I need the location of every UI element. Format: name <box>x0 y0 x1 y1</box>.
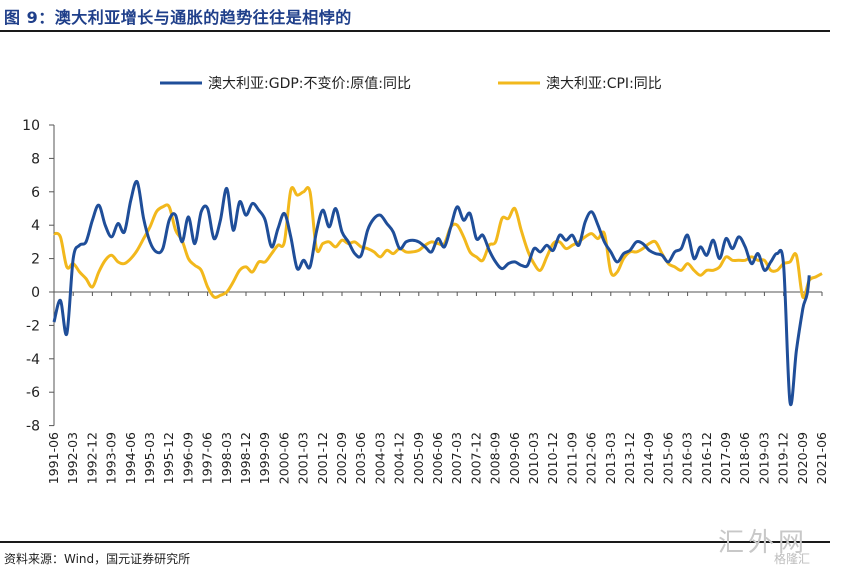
x-tick-label: 1999-09 <box>257 432 272 484</box>
x-tick-label: 2021-06 <box>814 432 829 484</box>
cpi-series-line <box>53 185 823 300</box>
y-tick-label: 6 <box>31 185 40 201</box>
y-tick-label: -2 <box>26 318 40 334</box>
chart-legend: 澳大利亚:GDP:不变价:原值:同比 澳大利亚:CPI:同比 <box>160 76 662 92</box>
figure-title: 图 9：澳大利亚增长与通胀的趋势往往是相悖的 <box>4 8 352 27</box>
x-tick-label: 2007-03 <box>449 432 464 484</box>
x-tick-label: 1991-06 <box>46 432 61 484</box>
y-tick-label: -8 <box>26 419 40 435</box>
x-tick-label: 2004-12 <box>392 432 407 484</box>
x-tick-label: 2008-09 <box>488 432 503 484</box>
y-tick-label: -4 <box>26 352 40 368</box>
y-tick-label: 0 <box>31 285 40 301</box>
x-tick-label: 2011-09 <box>564 432 579 484</box>
watermark-logo: 汇外网 <box>718 528 809 558</box>
y-axis: 10 8 6 4 2 0 -2 -4 -6 -8 <box>22 118 55 435</box>
x-tick-label: 1993-09 <box>104 432 119 484</box>
bottom-rule <box>0 541 830 543</box>
x-tick-label: 2006-06 <box>430 432 445 484</box>
x-tick-label: 2005-09 <box>411 432 426 484</box>
legend-gdp-label: 澳大利亚:GDP:不变价:原值:同比 <box>208 76 411 92</box>
x-tick-label: 2002-09 <box>334 432 349 484</box>
x-tick-label: 1995-12 <box>161 432 176 484</box>
x-tick-label: 2013-03 <box>603 432 618 484</box>
title-rule <box>0 30 830 32</box>
x-tick-label: 2010-03 <box>526 432 541 484</box>
gdp-series-line <box>52 179 811 407</box>
x-tick-label: 1992-03 <box>65 432 80 484</box>
x-tick-label: 2016-12 <box>699 432 714 484</box>
x-tick-label: 2001-12 <box>315 432 330 484</box>
legend-cpi-label: 澳大利亚:CPI:同比 <box>546 76 662 92</box>
x-tick-label: 2018-06 <box>737 432 752 484</box>
x-tick-label: 2009-06 <box>507 432 522 484</box>
y-tick-label: -6 <box>26 385 40 401</box>
x-tick-label: 2003-06 <box>353 432 368 484</box>
x-axis: 1991-06 1992-03 1992-12 1993-09 1994-06 1995-… <box>46 291 829 484</box>
series-lines <box>52 179 823 407</box>
watermark-sub: 格隆汇 <box>774 552 811 566</box>
x-tick-label: 2020-09 <box>795 432 810 484</box>
x-tick-label: 2014-09 <box>641 432 656 484</box>
x-tick-label: 1997-06 <box>200 432 215 484</box>
x-tick-label: 1995-03 <box>142 432 157 484</box>
x-tick-label: 2001-03 <box>296 432 311 484</box>
x-tick-label: 1996-09 <box>180 432 195 484</box>
x-tick-label: 2007-12 <box>468 432 483 484</box>
y-tick-label: 8 <box>31 151 40 167</box>
x-tick-label: 2010-12 <box>545 432 560 484</box>
x-tick-label: 1992-12 <box>84 432 99 484</box>
x-tick-label: 2019-03 <box>756 432 771 484</box>
x-tick-label: 2013-12 <box>622 432 637 484</box>
x-tick-label: 2017-09 <box>718 432 733 484</box>
y-tick-label: 10 <box>22 118 40 134</box>
x-tick-label: 2016-03 <box>680 432 695 484</box>
x-tick-label: 1998-12 <box>238 432 253 484</box>
x-tick-label: 2012-06 <box>584 432 599 484</box>
y-tick-label: 2 <box>31 252 40 268</box>
x-tick-label: 1994-06 <box>123 432 138 484</box>
x-tick-label: 2019-12 <box>776 432 791 484</box>
x-tick-label: 1998-03 <box>219 432 234 484</box>
x-tick-label: 2015-06 <box>660 432 675 484</box>
source-note: 资料来源：Wind，国元证券研究所 <box>4 552 191 566</box>
y-tick-label: 4 <box>31 218 40 234</box>
x-tick-label: 2004-03 <box>372 432 387 484</box>
x-tick-label: 2000-06 <box>276 432 291 484</box>
